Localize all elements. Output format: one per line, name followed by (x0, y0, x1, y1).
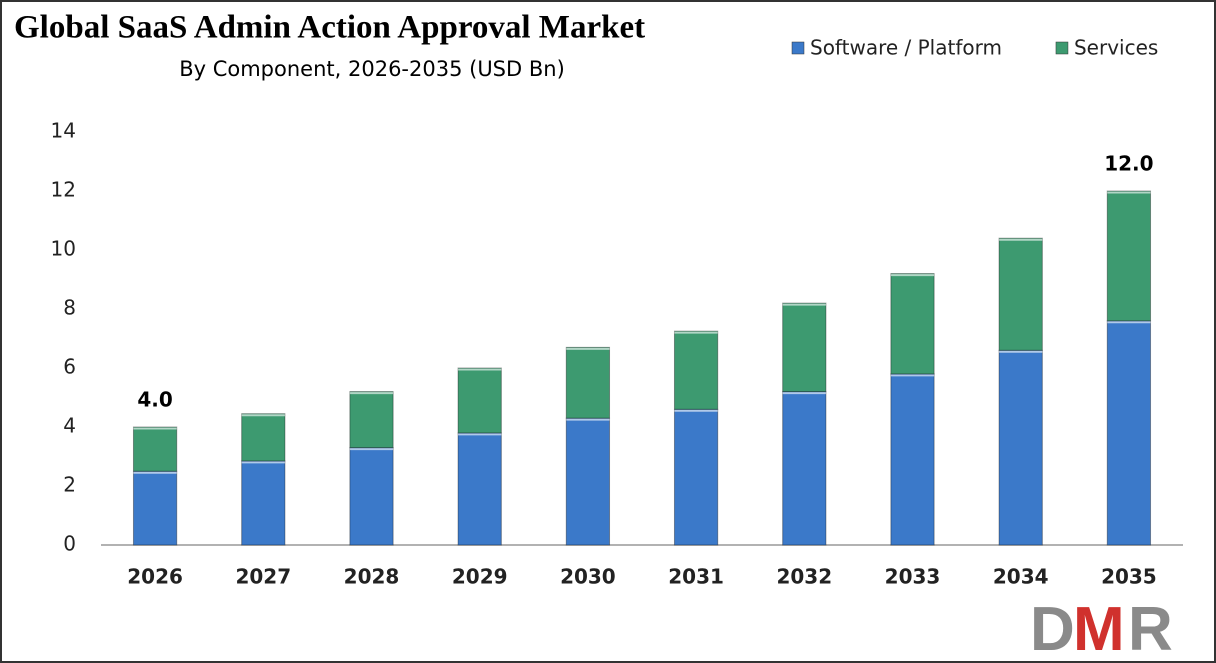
bar-segment (1106, 320, 1152, 546)
x-tick-label: 2026 (127, 565, 183, 589)
bar-segment (349, 447, 394, 546)
x-tick-label: 2031 (668, 565, 724, 589)
x-tick-label: 2029 (452, 565, 508, 589)
bar-segment (349, 391, 394, 449)
chart-subtitle: By Component, 2026-2035 (USD Bn) (179, 57, 565, 81)
bar-segment (132, 426, 178, 472)
bar-segment (132, 470, 178, 546)
bar-segment (457, 367, 502, 434)
bar-segment (673, 330, 719, 410)
bar-segment (890, 373, 935, 546)
x-tick-label: 2034 (993, 565, 1049, 589)
x-tick-label: 2030 (560, 565, 616, 589)
bar-segment (890, 273, 935, 375)
bar-segment (782, 302, 827, 393)
bar-segment (998, 237, 1043, 351)
legend-label: Services (1074, 36, 1158, 60)
x-tick-label: 2035 (1101, 565, 1157, 589)
legend-label: Software / Platform (810, 36, 1002, 60)
bar-segment (673, 408, 719, 546)
bar-segment (457, 432, 502, 546)
y-tick-label: 0 (63, 532, 76, 556)
logo-letter: R (1128, 595, 1173, 663)
y-tick-label: 14 (51, 119, 76, 143)
bar-segment (565, 417, 611, 546)
bar-segment (782, 391, 827, 546)
x-tick-label: 2027 (235, 565, 291, 589)
bar-segment (241, 460, 286, 546)
logo-letter: D (1030, 595, 1075, 663)
bar-segment (241, 413, 286, 462)
chart-title: Global SaaS Admin Action Approval Market (14, 10, 645, 46)
bar-segment (1106, 190, 1152, 322)
total-label: 4.0 (137, 388, 172, 412)
y-tick-label: 6 (63, 355, 76, 379)
legend-swatch (1055, 41, 1069, 55)
x-tick-label: 2033 (885, 565, 941, 589)
y-tick-label: 2 (63, 473, 76, 497)
x-tick-label: 2032 (776, 565, 832, 589)
y-tick-label: 8 (63, 296, 76, 320)
total-label: 12.0 (1104, 152, 1153, 176)
y-tick-label: 12 (51, 178, 76, 202)
y-tick-label: 4 (63, 414, 76, 438)
logo-letter: M (1073, 595, 1125, 663)
bar-segment (565, 346, 611, 419)
y-tick-label: 10 (51, 237, 76, 261)
x-tick-label: 2028 (344, 565, 400, 589)
legend-swatch (791, 41, 805, 55)
bar-segment (998, 349, 1043, 546)
